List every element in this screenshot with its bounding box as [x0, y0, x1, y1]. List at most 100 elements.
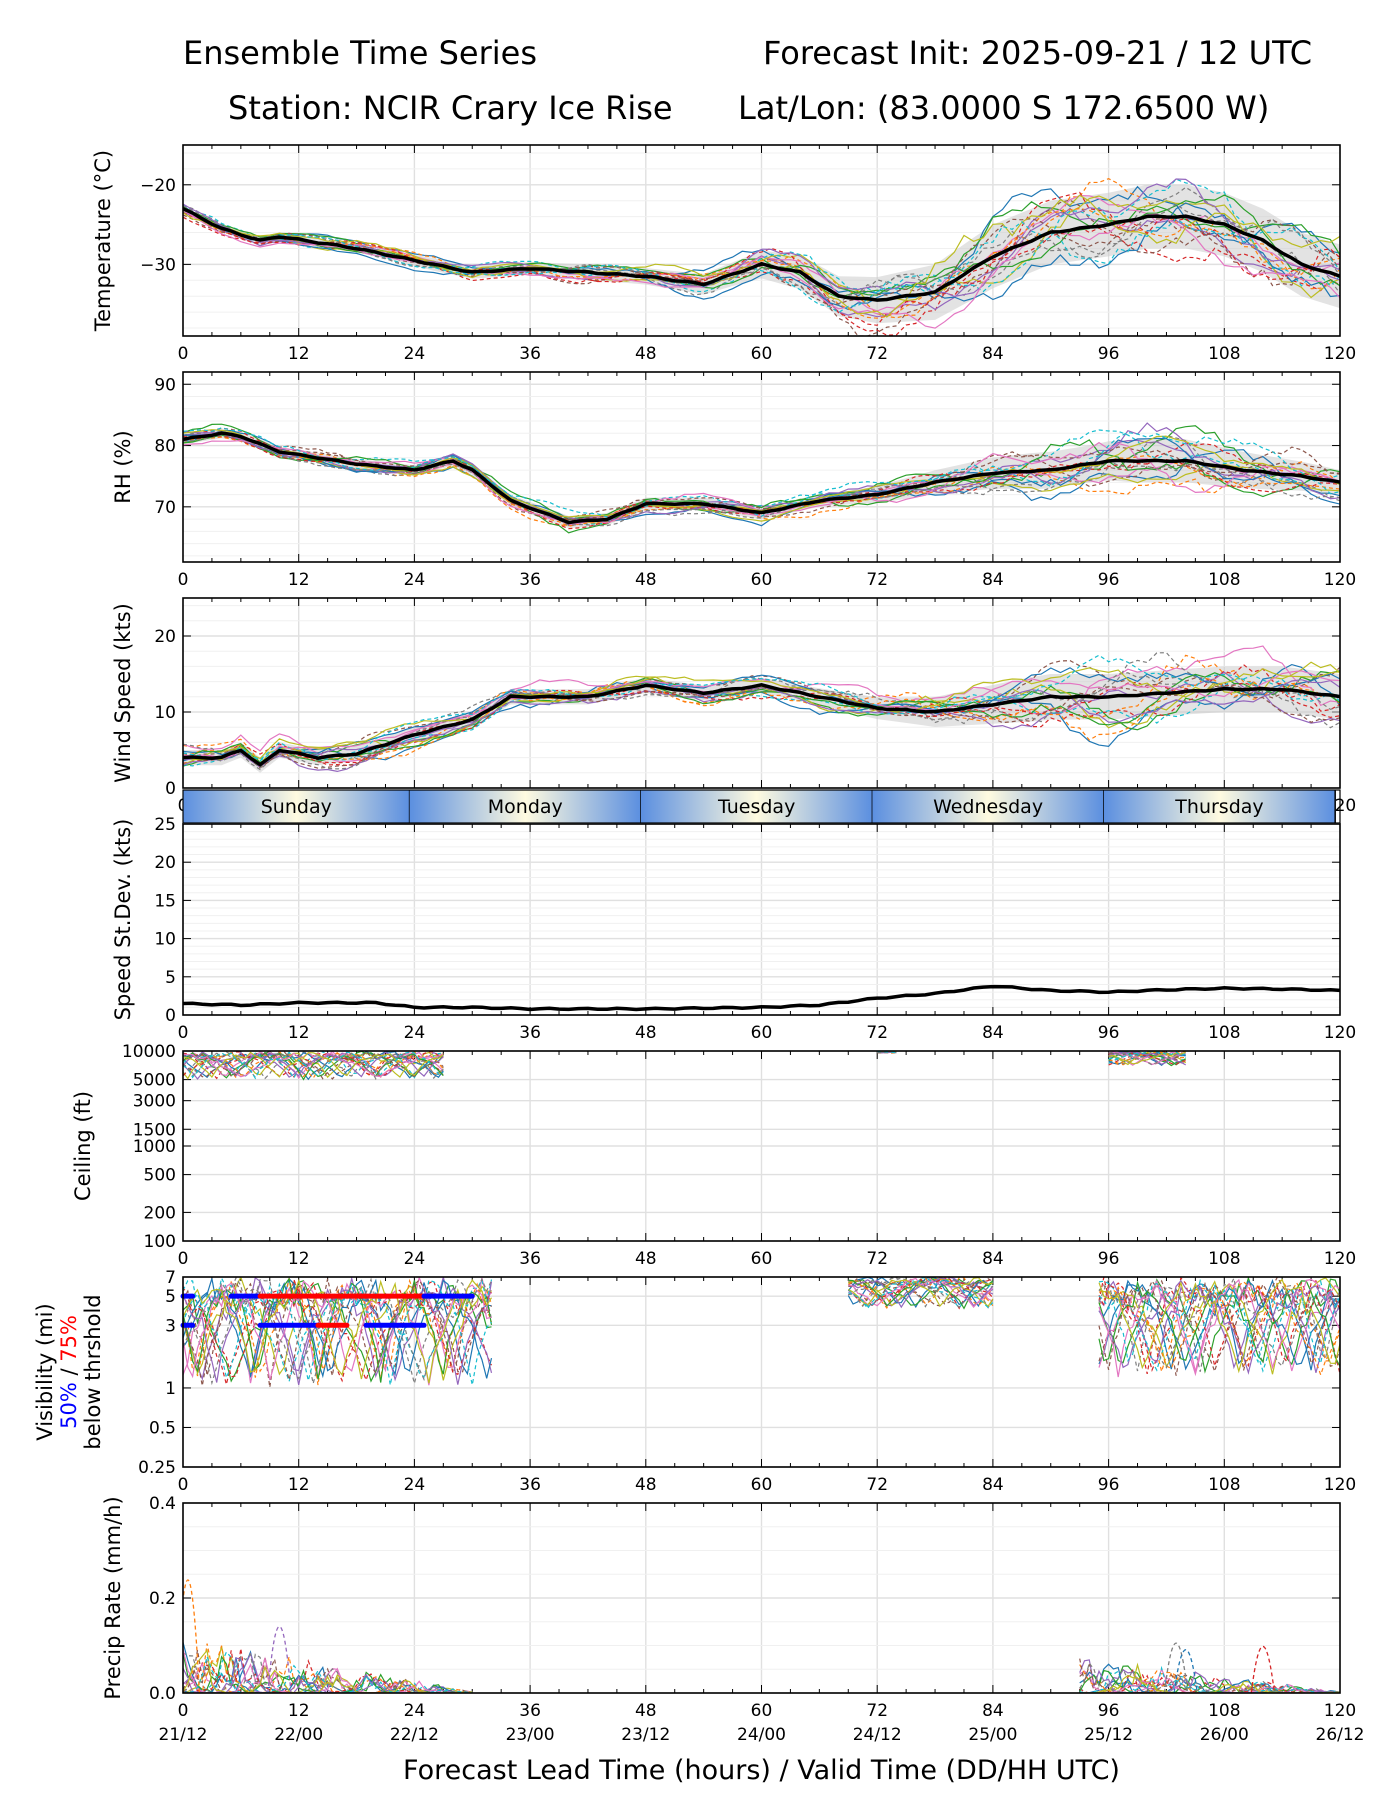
y-tick-label: 0 — [165, 779, 176, 799]
panel-frame — [182, 1050, 1341, 1242]
ensemble-member-line — [183, 203, 1340, 306]
x-tick-label: 12 — [288, 1023, 310, 1043]
ensemble-member-line — [183, 1051, 444, 1078]
y-axis-label: Visibility (mi) — [33, 1303, 57, 1440]
grid-ceiling — [182, 1050, 1341, 1242]
y-tick-label: 1 — [165, 1379, 176, 1399]
x-tick-label: 108 — [1208, 570, 1240, 590]
ensemble-member-line — [1108, 1051, 1187, 1066]
x-tick-label: 24 — [404, 1475, 426, 1495]
x-tick-label: 24 — [404, 344, 426, 364]
ensemble-member-line — [848, 1277, 994, 1309]
x-tick-label: 60 — [751, 1701, 773, 1721]
valid-time-label: 23/12 — [621, 1725, 670, 1745]
x-tick-label: 24 — [404, 1023, 426, 1043]
x-tick-label: 108 — [1208, 344, 1240, 364]
day-band-segment — [183, 790, 410, 823]
ensemble-member-line — [183, 427, 1340, 518]
day-band-segment — [640, 790, 873, 823]
ensemble-mean-line — [183, 431, 1340, 525]
ensemble-member-line — [183, 1648, 473, 1693]
y-tick-label: 20 — [154, 853, 176, 873]
y-tick-label: 3 — [165, 1316, 176, 1336]
x-tick-label: 12 — [288, 570, 310, 590]
ensemble-member-line — [183, 435, 1340, 527]
valid-time-label: 23/00 — [506, 1725, 555, 1745]
day-label: Wednesday — [933, 796, 1043, 818]
ensemble-member-line — [183, 1656, 473, 1693]
x-tick-label: 60 — [751, 570, 773, 590]
ensemble-member-line — [183, 1051, 444, 1081]
x-tick-label: 36 — [519, 1475, 541, 1495]
x-tick-label: 48 — [635, 1475, 657, 1495]
y-axis-label: Temperature (°C) — [91, 150, 115, 332]
members-vis — [183, 1277, 1340, 1388]
y-axis-label: Wind Speed (kts) — [111, 603, 135, 783]
y-tick-label: 10 — [154, 703, 176, 723]
station-name: Station: NCIR Crary Ice Rise — [228, 89, 673, 127]
ensemble-member-line — [183, 429, 1340, 525]
ensemble-member-line — [848, 1277, 994, 1309]
ensemble-member-line — [183, 1051, 444, 1080]
x-tick-label: 48 — [635, 1023, 657, 1043]
ensemble-member-line — [1079, 1669, 1340, 1693]
x-tick-label: 24 — [404, 1249, 426, 1269]
day-band-segment — [409, 790, 641, 823]
ensemble-member-line — [183, 672, 1340, 764]
ensemble-member-line — [1098, 1278, 1340, 1377]
ensemble-member-line — [183, 677, 1340, 766]
ensemble-mean-line — [183, 984, 1340, 1012]
x-tick-label: 60 — [751, 344, 773, 364]
x-tick-label: 120 — [1324, 570, 1356, 590]
day-label: Thursday — [1174, 796, 1263, 818]
x-tick-label: 120 — [1324, 1023, 1356, 1043]
chart-title: Ensemble Time Series — [183, 34, 537, 72]
ensemble-member-line — [183, 1278, 493, 1386]
x-tick-label: 60 — [751, 1249, 773, 1269]
precip-spikes — [183, 1579, 1276, 1693]
ensemble-member-line — [183, 191, 1340, 326]
y-tick-label: 200 — [144, 1203, 176, 1223]
grid-precip — [182, 1502, 1341, 1694]
ensemble-member-line — [183, 1051, 444, 1078]
y-tick-label: 0.25 — [138, 1458, 176, 1478]
x-tick-label: 24 — [404, 570, 426, 590]
ensemble-member-line — [183, 667, 1340, 761]
x-axis-label: Forecast Lead Time (hours) / Valid Time … — [403, 1755, 1120, 1786]
ensemble-member-line — [183, 436, 1340, 527]
ensemble-member-line — [1108, 1051, 1186, 1066]
x-tick-label: 24 — [404, 1701, 426, 1721]
y-tick-label: 1500 — [133, 1120, 176, 1140]
panel-frame — [182, 1276, 1341, 1468]
x-tick-label: 72 — [866, 570, 888, 590]
ensemble-member-line — [183, 1643, 473, 1693]
ensemble-member-line — [1098, 1280, 1340, 1367]
ensemble-member-line — [183, 1277, 493, 1379]
ensemble-member-line — [183, 654, 1340, 762]
ensemble-member-line — [183, 674, 1340, 767]
panel-frame — [182, 597, 1341, 789]
day-label: Tuesday — [717, 796, 795, 818]
ensemble-member-line — [1098, 1277, 1340, 1372]
x-tick-label: 36 — [519, 1701, 541, 1721]
valid-time-label: 24/00 — [737, 1725, 786, 1745]
x-tick-label: 72 — [866, 1475, 888, 1495]
x-tick-label: 48 — [635, 1249, 657, 1269]
y-tick-label: 0 — [165, 1006, 176, 1026]
spread-band — [183, 428, 1340, 529]
panel-frame — [182, 1502, 1341, 1694]
ensemble-member-line — [1108, 1051, 1186, 1065]
x-tick-label: 48 — [635, 344, 657, 364]
ensemble-member-line — [183, 1051, 444, 1080]
valid-time-label: 26/00 — [1200, 1725, 1249, 1745]
ensemble-member-line — [183, 1648, 473, 1693]
x-tick-label: 12 — [288, 1701, 310, 1721]
valid-time-label: 22/00 — [274, 1725, 323, 1745]
y-tick-label: 5000 — [133, 1071, 176, 1091]
ensemble-member-line — [183, 433, 1340, 521]
x-tick-label: 0 — [178, 1701, 189, 1721]
x-tick-label: 96 — [1098, 1701, 1120, 1721]
x-tick-label: 60 — [751, 1023, 773, 1043]
spread-band — [183, 666, 1340, 773]
precip-spike — [183, 1579, 201, 1693]
